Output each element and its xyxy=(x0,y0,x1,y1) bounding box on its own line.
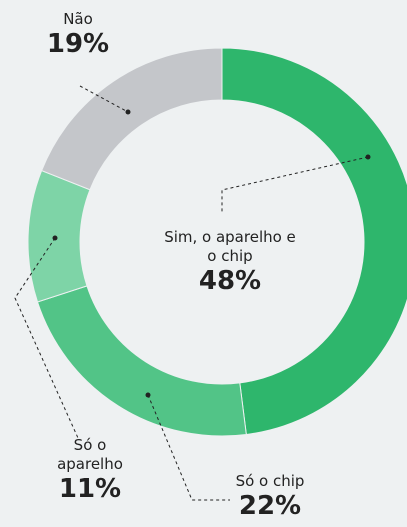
segment-label: Só o aparelho 11% xyxy=(52,436,128,504)
ring xyxy=(27,47,407,437)
leader-line xyxy=(221,156,369,214)
leader-dot xyxy=(365,154,371,160)
donut-segment xyxy=(27,169,91,303)
segment-label: Só o chip 22% xyxy=(220,472,320,521)
leader-dot xyxy=(125,109,131,115)
value-label: 11% xyxy=(58,474,122,504)
value-label: 19% xyxy=(46,29,110,59)
leader-dot xyxy=(52,235,58,241)
category-label: Não xyxy=(63,10,93,28)
category-label: Sim, o aparelho e o chip xyxy=(164,228,296,265)
leader-line xyxy=(14,237,79,439)
value-label: 22% xyxy=(238,491,302,521)
segment-label: Não 19% xyxy=(38,10,118,59)
donut-segment xyxy=(36,285,247,437)
leader-line xyxy=(147,394,230,501)
category-label: Só o chip xyxy=(235,472,305,490)
category-label: Só o aparelho xyxy=(57,436,123,473)
segment-label: Sim, o aparelho e o chip 48% xyxy=(160,228,300,296)
value-label: 48% xyxy=(198,266,262,296)
donut-segment xyxy=(40,47,223,191)
leaders xyxy=(14,85,369,501)
leader-dot xyxy=(145,392,151,398)
donut-segment xyxy=(221,47,407,436)
